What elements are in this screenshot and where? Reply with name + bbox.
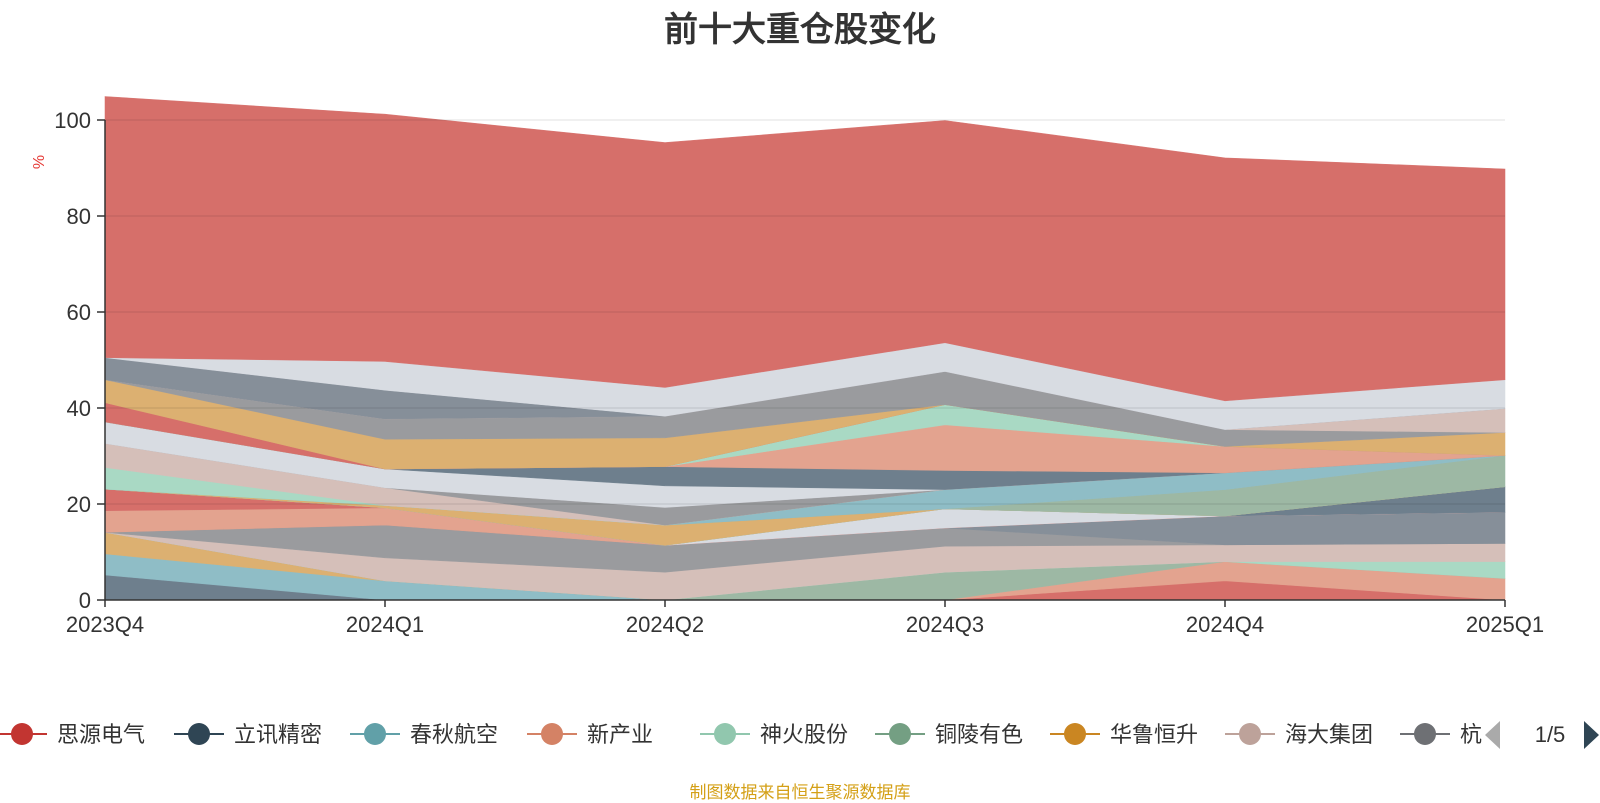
legend-marker — [188, 723, 210, 745]
legend-item[interactable]: 铜陵有色 — [875, 723, 1023, 748]
legend-item[interactable]: 思源电气 — [0, 723, 145, 748]
legend-prev-page-icon[interactable] — [1485, 721, 1500, 749]
legend-marker — [364, 723, 386, 745]
legend-label: 杭 — [1460, 723, 1482, 748]
legend-label: 新产业 — [587, 723, 653, 748]
legend-marker — [714, 723, 736, 745]
legend-item[interactable]: 春秋航空 — [350, 723, 498, 748]
legend-items: 思源电气 立讯精密 春秋航空 新产业 神火股份 铜陵有色 华鲁恒升 海大集团 杭 — [0, 723, 1482, 748]
legend-item[interactable]: 神火股份 — [700, 723, 848, 748]
legend-marker — [11, 723, 33, 745]
legend-item[interactable]: 杭 — [1400, 723, 1482, 748]
area-layer — [104, 96, 1506, 601]
legend-marker — [1064, 723, 1086, 745]
legend-marker — [1239, 723, 1261, 745]
legend-label: 铜陵有色 — [935, 723, 1023, 748]
grid-layer — [105, 119, 1505, 505]
legend: 思源电气 立讯精密 春秋航空 新产业 神火股份 铜陵有色 华鲁恒升 海大集团 杭 1/5 — [0, 721, 1599, 749]
chart-title: 前十大重仓股变化 — [664, 10, 936, 50]
legend-item[interactable]: 立讯精密 — [174, 723, 322, 748]
legend-marker — [1414, 723, 1436, 745]
y-tick-label: 80 — [67, 204, 91, 229]
legend-label: 神火股份 — [760, 723, 848, 748]
legend-label: 海大集团 — [1285, 723, 1373, 748]
x-tick-label: 2024Q1 — [346, 612, 424, 637]
x-tick-label: 2025Q1 — [1466, 612, 1544, 637]
legend-item[interactable]: 海大集团 — [1225, 723, 1373, 748]
legend-label: 春秋航空 — [410, 723, 498, 748]
axes-layer: 0 20 40 60 80 100 2023Q4 2024Q1 2024Q2 2024Q3 2024… — [54, 108, 1544, 637]
legend-label: 华鲁恒升 — [1110, 723, 1198, 748]
y-tick-label: 60 — [67, 300, 91, 325]
y-tick-label: 100 — [54, 108, 91, 133]
legend-label: 立讯精密 — [234, 723, 322, 748]
legend-marker — [889, 723, 911, 745]
legend-marker — [541, 723, 563, 745]
legend-label: 思源电气 — [57, 723, 145, 748]
legend-page-indicator: 1/5 — [1535, 722, 1566, 747]
x-tick-label: 2024Q2 — [626, 612, 704, 637]
y-tick-label: 20 — [67, 492, 91, 517]
legend-next-page-icon[interactable] — [1584, 721, 1599, 749]
legend-item[interactable]: 华鲁恒升 — [1050, 723, 1198, 748]
x-tick-label: 2024Q4 — [1186, 612, 1264, 637]
x-tick-label: 2024Q3 — [906, 612, 984, 637]
y-axis-label: % — [31, 155, 48, 169]
y-tick-label: 40 — [67, 396, 91, 421]
x-tick-label: 2023Q4 — [66, 612, 144, 637]
area-series-s32 — [104, 96, 1506, 402]
legend-item[interactable]: 新产业 — [527, 723, 653, 748]
y-tick-label: 0 — [79, 588, 91, 613]
data-source-note: 制图数据来自恒生聚源数据库 — [689, 783, 911, 803]
